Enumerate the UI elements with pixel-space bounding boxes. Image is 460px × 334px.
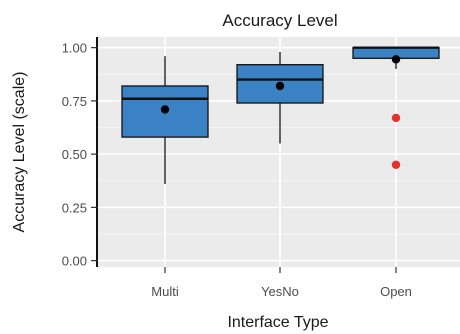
mean-point xyxy=(160,105,170,114)
mean-point xyxy=(391,55,401,64)
x-axis-title: Interface Type xyxy=(227,314,328,331)
x-tick-label: Multi xyxy=(151,284,179,299)
outlier-point xyxy=(391,160,401,169)
y-axis-title: Accuracy Level (scale) xyxy=(11,72,28,233)
y-tick-label: 0.75 xyxy=(62,94,87,109)
box-open xyxy=(352,46,440,169)
box-yesno xyxy=(236,51,324,144)
box-multi xyxy=(121,56,209,184)
x-tick-label: YesNo xyxy=(261,284,299,299)
y-tick-label: 0.00 xyxy=(62,254,87,269)
y-tick-label: 0.50 xyxy=(62,147,87,162)
y-tick-label: 1.00 xyxy=(62,41,87,56)
x-ticks: Multi YesNo Open xyxy=(151,267,412,299)
y-ticks: 0.00 0.25 0.50 0.75 1.00 xyxy=(62,41,97,269)
y-tick-label: 0.25 xyxy=(62,200,87,215)
x-tick-label: Open xyxy=(380,284,412,299)
mean-point xyxy=(275,81,285,91)
chart-title: Accuracy Level xyxy=(222,11,337,30)
outlier-point xyxy=(391,113,401,123)
boxes xyxy=(121,46,440,184)
